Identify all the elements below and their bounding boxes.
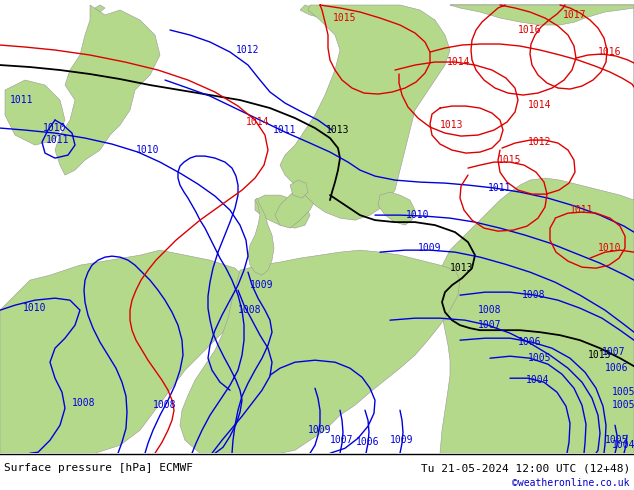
Text: 1011: 1011 bbox=[46, 135, 70, 145]
Polygon shape bbox=[290, 180, 308, 198]
Text: 1010: 1010 bbox=[598, 243, 622, 253]
Polygon shape bbox=[180, 250, 460, 453]
Text: 1012: 1012 bbox=[236, 45, 260, 55]
Text: 1009: 1009 bbox=[250, 280, 274, 290]
Polygon shape bbox=[95, 5, 105, 12]
Text: 1011: 1011 bbox=[570, 205, 594, 215]
Text: 1008: 1008 bbox=[478, 305, 501, 315]
Polygon shape bbox=[248, 198, 274, 275]
Text: 1004: 1004 bbox=[612, 440, 634, 450]
Text: 1010: 1010 bbox=[406, 210, 430, 220]
Text: ©weatheronline.co.uk: ©weatheronline.co.uk bbox=[512, 478, 630, 488]
Text: 1006: 1006 bbox=[605, 363, 629, 373]
Text: 1004: 1004 bbox=[526, 375, 550, 385]
Text: Surface pressure [hPa] ECMWF: Surface pressure [hPa] ECMWF bbox=[4, 463, 193, 473]
Text: 1011: 1011 bbox=[10, 95, 34, 105]
Text: 1005: 1005 bbox=[605, 435, 629, 445]
Text: 1016: 1016 bbox=[598, 47, 622, 57]
Text: 1006: 1006 bbox=[356, 437, 380, 447]
Text: 1013: 1013 bbox=[327, 125, 350, 135]
Text: 1005: 1005 bbox=[612, 400, 634, 410]
Text: 1010: 1010 bbox=[43, 123, 67, 133]
Text: 1007: 1007 bbox=[602, 347, 626, 357]
Text: 1005: 1005 bbox=[612, 387, 634, 397]
Text: 1008: 1008 bbox=[72, 398, 96, 408]
Polygon shape bbox=[295, 140, 330, 170]
Polygon shape bbox=[378, 192, 415, 225]
Text: 1014: 1014 bbox=[528, 100, 552, 110]
Text: 1015: 1015 bbox=[498, 155, 522, 165]
Text: 1012: 1012 bbox=[528, 137, 552, 147]
Text: 1006: 1006 bbox=[518, 337, 541, 347]
Text: 1009: 1009 bbox=[308, 425, 332, 435]
Text: 1007: 1007 bbox=[478, 320, 501, 330]
Text: 1009: 1009 bbox=[391, 435, 414, 445]
Text: 1010: 1010 bbox=[23, 303, 47, 313]
Text: 1016: 1016 bbox=[518, 25, 541, 35]
Polygon shape bbox=[0, 250, 250, 453]
Polygon shape bbox=[450, 5, 634, 25]
Text: 1011: 1011 bbox=[273, 125, 297, 135]
Text: 1015: 1015 bbox=[333, 13, 357, 23]
Polygon shape bbox=[275, 5, 380, 228]
Polygon shape bbox=[255, 195, 310, 228]
Text: 1008: 1008 bbox=[238, 305, 262, 315]
Text: 1013: 1013 bbox=[588, 350, 612, 360]
Text: Tu 21-05-2024 12:00 UTC (12+48): Tu 21-05-2024 12:00 UTC (12+48) bbox=[421, 463, 630, 473]
Polygon shape bbox=[438, 5, 634, 453]
Text: 1017: 1017 bbox=[563, 10, 586, 20]
Polygon shape bbox=[5, 80, 65, 145]
Text: 1009: 1009 bbox=[418, 243, 442, 253]
Text: 1008: 1008 bbox=[522, 290, 546, 300]
Text: 1008: 1008 bbox=[153, 400, 177, 410]
Text: 1010: 1010 bbox=[136, 145, 160, 155]
Text: 1005: 1005 bbox=[528, 353, 552, 363]
Text: 1011: 1011 bbox=[488, 183, 512, 193]
Polygon shape bbox=[280, 5, 450, 220]
Text: 1014: 1014 bbox=[447, 57, 471, 67]
Text: 1013: 1013 bbox=[450, 263, 474, 273]
Text: 1014: 1014 bbox=[246, 117, 269, 127]
Text: 1007: 1007 bbox=[330, 435, 354, 445]
Polygon shape bbox=[55, 5, 160, 175]
Text: 1013: 1013 bbox=[440, 120, 463, 130]
